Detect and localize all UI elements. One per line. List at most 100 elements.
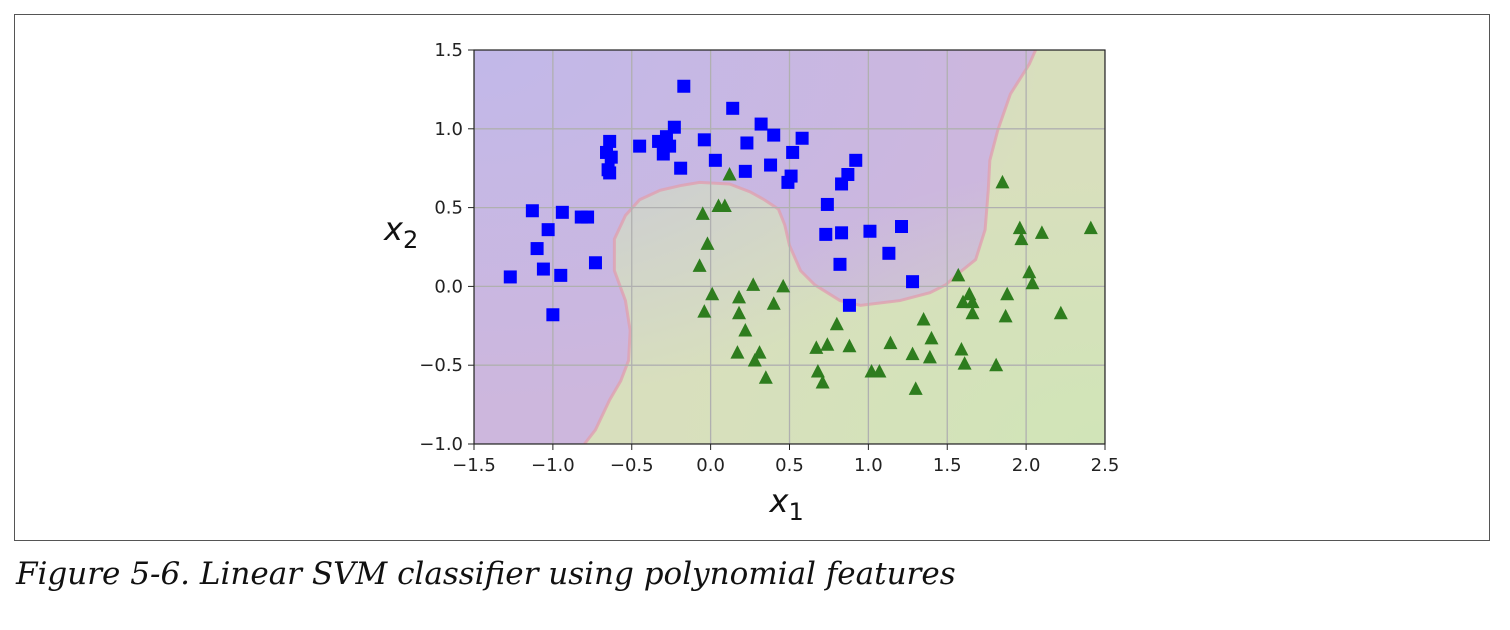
plot-area bbox=[474, 50, 1105, 444]
square-point bbox=[530, 242, 544, 256]
triangle-point bbox=[1000, 286, 1015, 301]
triangle-point bbox=[957, 356, 972, 370]
square-point bbox=[863, 224, 877, 238]
square-point bbox=[604, 150, 618, 164]
square-point bbox=[726, 101, 740, 115]
square-point bbox=[820, 197, 834, 211]
x-tick-label: 2.5 bbox=[1091, 455, 1120, 476]
x-tick-label: 0.0 bbox=[696, 455, 725, 476]
triangle-point bbox=[1034, 225, 1049, 239]
square-point bbox=[835, 177, 849, 191]
y-tick-label: −0.5 bbox=[419, 355, 463, 376]
triangle-point bbox=[829, 316, 844, 331]
triangle-point bbox=[717, 198, 732, 213]
triangle-point bbox=[908, 381, 923, 395]
triangle-point bbox=[951, 267, 966, 282]
square-point bbox=[849, 153, 863, 167]
triangle-point bbox=[956, 294, 971, 309]
square-point bbox=[555, 205, 569, 219]
square-point bbox=[503, 270, 517, 284]
square-point bbox=[708, 153, 722, 167]
square-point bbox=[906, 275, 920, 289]
square-point bbox=[581, 210, 595, 224]
triangle-point bbox=[747, 352, 762, 367]
triangle-point bbox=[697, 304, 712, 318]
square-point bbox=[603, 166, 617, 180]
triangle-point bbox=[965, 294, 980, 309]
x-tick-label: −1.5 bbox=[452, 455, 496, 476]
square-point bbox=[541, 223, 555, 237]
x-tick-label: 1.0 bbox=[854, 455, 883, 476]
square-point bbox=[835, 226, 849, 240]
x-tick-label: −1.0 bbox=[531, 455, 575, 476]
square-point bbox=[795, 131, 809, 145]
square-point bbox=[833, 257, 847, 271]
x-tick-label: 2.0 bbox=[1012, 455, 1041, 476]
plot-border bbox=[473, 49, 1106, 445]
square-point bbox=[786, 145, 800, 159]
square-point bbox=[842, 298, 856, 312]
svm-decision-boundary-chart: −1.5 −1.0 −0.5 0.0 0.5 1.0 1.5 2.0 2.5−1.0−0.50.… bbox=[383, 40, 1120, 526]
decision-boundary bbox=[583, 50, 1037, 444]
triangle-point bbox=[1083, 220, 1098, 235]
x-axis-label: x1 bbox=[769, 482, 804, 526]
y-tick-label: 1.5 bbox=[434, 40, 463, 61]
triangle-point bbox=[810, 364, 825, 378]
triangle-point bbox=[1025, 275, 1040, 290]
square-point bbox=[536, 262, 550, 276]
square-point bbox=[781, 175, 795, 189]
triangle-point bbox=[746, 277, 761, 291]
square-point bbox=[656, 147, 670, 161]
y-tick-label: 0.0 bbox=[434, 276, 463, 297]
square-point bbox=[754, 117, 768, 131]
triangle-point bbox=[989, 357, 1004, 372]
triangle-point bbox=[1022, 264, 1037, 279]
x-tick-label: −0.5 bbox=[610, 455, 654, 476]
y-axis-label: x2 bbox=[383, 210, 418, 254]
square-point bbox=[819, 227, 833, 241]
triangle-point bbox=[1012, 220, 1027, 235]
square-point bbox=[554, 268, 568, 282]
triangle-point bbox=[954, 341, 969, 356]
square-point bbox=[764, 158, 778, 172]
triangle-point bbox=[883, 335, 898, 350]
triangle-point bbox=[732, 305, 747, 320]
triangle-point bbox=[922, 349, 937, 364]
y-tick-label: −1.0 bbox=[419, 434, 463, 455]
triangle-point bbox=[924, 330, 939, 345]
triangle-point bbox=[820, 337, 835, 351]
triangle-point bbox=[1053, 305, 1068, 320]
square-point bbox=[738, 164, 752, 178]
x-tick-label: 0.5 bbox=[775, 455, 804, 476]
x-tick-label: 1.5 bbox=[933, 455, 962, 476]
square-point bbox=[697, 133, 711, 147]
triangle-point bbox=[809, 340, 824, 354]
triangle-point bbox=[730, 345, 745, 359]
square-point bbox=[525, 204, 539, 218]
triangle-point bbox=[1014, 231, 1029, 246]
triangle-point bbox=[758, 370, 773, 384]
figure-frame bbox=[14, 14, 1490, 541]
triangle-point bbox=[705, 286, 720, 301]
figure-caption: Figure 5-6. Linear SVM classifier using … bbox=[16, 556, 956, 592]
triangle-point bbox=[842, 338, 857, 353]
y-tick-label: 1.0 bbox=[434, 119, 463, 140]
triangle-point bbox=[965, 305, 980, 320]
triangle-point bbox=[752, 345, 767, 359]
triangle-point bbox=[905, 346, 920, 361]
triangle-point bbox=[692, 258, 707, 272]
square-point bbox=[633, 139, 647, 153]
square-point bbox=[677, 79, 691, 93]
triangle-point bbox=[815, 375, 830, 389]
square-point bbox=[588, 256, 602, 270]
triangle-point bbox=[776, 278, 791, 293]
triangle-point bbox=[995, 174, 1010, 189]
square-point bbox=[603, 134, 617, 148]
triangle-point bbox=[738, 323, 753, 337]
triangle-point bbox=[766, 296, 781, 310]
triangle-point bbox=[916, 311, 931, 326]
square-point bbox=[895, 220, 909, 234]
y-tick-label: 0.5 bbox=[434, 198, 463, 219]
triangle-point bbox=[732, 289, 747, 304]
square-point bbox=[740, 136, 754, 150]
